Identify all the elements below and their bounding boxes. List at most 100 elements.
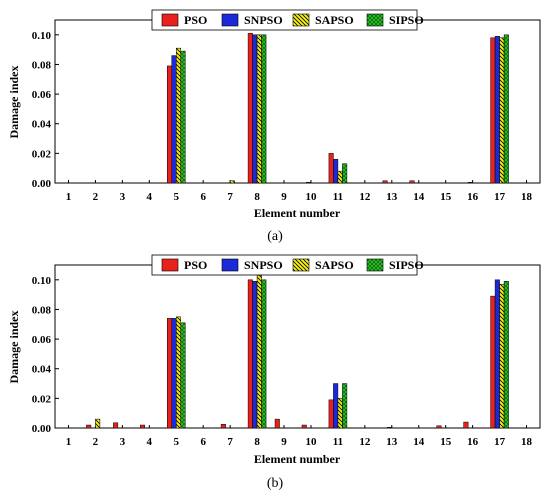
x-tick-label: 16 — [467, 191, 479, 203]
bar-snpso-element-5 — [171, 55, 177, 184]
x-tick-label: 7 — [227, 191, 233, 203]
x-tick-label: 8 — [254, 191, 260, 203]
bar-pso-element-3 — [113, 422, 119, 429]
bar-sapso-element-17 — [499, 284, 505, 429]
bar-sipso-element-8 — [261, 34, 267, 184]
y-tick-label: 0.06 — [32, 334, 52, 346]
legend-swatch-sipso — [366, 13, 384, 27]
bar-pso-element-5 — [167, 318, 172, 429]
bar-sapso-element-7 — [229, 180, 235, 184]
bar-marks — [167, 33, 509, 184]
bar-sipso-element-17 — [503, 34, 509, 184]
x-tick-label: 9 — [281, 436, 287, 448]
legend-swatch-sipso — [366, 258, 384, 272]
bar-sipso-element-5 — [180, 322, 186, 429]
bar-snpso-element-16 — [467, 182, 473, 184]
x-tick-labels: 1 2 3 4 5 6 7 8 9 10 11 12 13 14 15 16 17 18 — [66, 425, 533, 448]
x-tick-label: 6 — [200, 191, 206, 203]
x-tick-label: 2 — [93, 436, 99, 448]
bar-pso-element-7 — [220, 424, 226, 429]
x-tick-label: 15 — [440, 436, 452, 448]
bar-sipso-element-8 — [261, 279, 267, 429]
y-axis-label: Damage index — [7, 66, 21, 139]
x-tick-label: 17 — [494, 436, 506, 448]
bar-pso-element-16 — [463, 421, 469, 429]
bar-snpso-element-8 — [252, 281, 258, 429]
legend-swatch-snpso — [221, 13, 239, 27]
bar-pso-element-17 — [490, 37, 496, 184]
x-tick-label: 10 — [305, 436, 317, 448]
legend-swatch-snpso — [221, 258, 239, 272]
bar-sapso-element-8 — [256, 34, 262, 184]
bar-pso-element-17 — [490, 295, 496, 429]
bar-sapso-element-5 — [176, 47, 181, 184]
bar-pso-element-11 — [328, 399, 334, 429]
bar-sipso-element-11 — [342, 163, 348, 184]
x-tick-label: 13 — [386, 191, 398, 203]
x-tick-label: 5 — [174, 436, 180, 448]
legend-label-sipso: SIPSO — [389, 13, 424, 27]
y-tick-labels: 0.00 0.02 0.04 0.06 0.08 0.10 — [32, 275, 59, 435]
legend-swatch-sapso — [292, 258, 310, 272]
bar-snpso-element-8 — [252, 34, 258, 184]
x-tick-label: 13 — [386, 436, 398, 448]
legend-box — [151, 254, 418, 276]
y-tick-label: 0.00 — [32, 423, 52, 435]
bar-pso-element-2 — [86, 424, 92, 429]
legend-swatch-pso — [161, 13, 179, 27]
y-tick-label: 0.00 — [32, 178, 52, 190]
bar-pso-element-9 — [274, 418, 280, 429]
x-tick-label: 8 — [254, 436, 260, 448]
x-tick-label: 4 — [147, 191, 153, 203]
bar-pso-element-10 — [301, 424, 307, 429]
x-tick-label: 9 — [281, 191, 287, 203]
legend-swatch-pso — [161, 258, 179, 272]
x-tick-label: 12 — [359, 436, 371, 448]
bar-snpso-element-13 — [387, 427, 393, 429]
bar-sapso-element-8 — [256, 275, 262, 429]
plot-frame — [54, 264, 541, 429]
chart-panel-b: 0.000.020.040.060.080.10 1 2 3 4 5 6 7 8 9 10 11 12… — [7, 254, 541, 491]
x-tick-label: 17 — [494, 191, 506, 203]
bar-snpso-element-10 — [306, 182, 312, 184]
x-tick-label: 14 — [413, 436, 425, 448]
bar-sipso-element-5 — [180, 50, 186, 184]
y-axis-label: Damage index — [7, 311, 21, 384]
bar-snpso-element-17 — [494, 36, 500, 184]
y-tick-label: 0.08 — [32, 304, 52, 316]
legend-swatch-sapso — [292, 13, 310, 27]
legend-label-snpso: SNPSO — [244, 13, 283, 27]
y-tick-label: 0.10 — [32, 275, 52, 287]
legend-label-pso: PSO — [184, 258, 207, 272]
x-tick-label: 3 — [120, 191, 126, 203]
legend: PSO SNPSO SAPSO SIPSO — [151, 254, 424, 276]
bar-pso-element-14 — [409, 180, 415, 184]
legend-label-pso: PSO — [184, 13, 207, 27]
legend-label-sapso: SAPSO — [315, 13, 354, 27]
bar-snpso-element-17 — [494, 279, 500, 429]
bar-pso-element-11 — [328, 153, 334, 184]
x-axis-label: Element number — [254, 206, 341, 220]
bar-sipso-element-17 — [503, 281, 509, 429]
bar-pso-element-8 — [247, 33, 253, 184]
panel-caption: (b) — [267, 476, 284, 491]
y-tick-label: 0.04 — [32, 364, 52, 376]
y-tick-label: 0.08 — [32, 59, 52, 71]
legend-label-sapso: SAPSO — [315, 258, 354, 272]
bar-pso-element-13 — [382, 180, 388, 184]
x-tick-label: 10 — [305, 191, 317, 203]
chart-panel-a: 0.000.020.040.060.080.10 1 2 3 4 5 6 7 8 9 10 11 12… — [7, 9, 541, 244]
x-tick-label: 1 — [66, 436, 72, 448]
bar-pso-element-5 — [167, 65, 172, 184]
bar-sapso-element-17 — [499, 37, 505, 184]
bar-marks — [86, 275, 509, 429]
x-tick-label: 1 — [66, 191, 72, 203]
legend: PSO SNPSO SAPSO SIPSO — [151, 9, 424, 31]
bar-sipso-element-11 — [342, 383, 348, 429]
x-tick-label: 15 — [440, 191, 452, 203]
y-tick-label: 0.02 — [32, 148, 52, 160]
x-tick-label: 12 — [359, 191, 371, 203]
bar-snpso-element-5 — [171, 318, 177, 429]
bar-snpso-element-11 — [333, 383, 339, 429]
